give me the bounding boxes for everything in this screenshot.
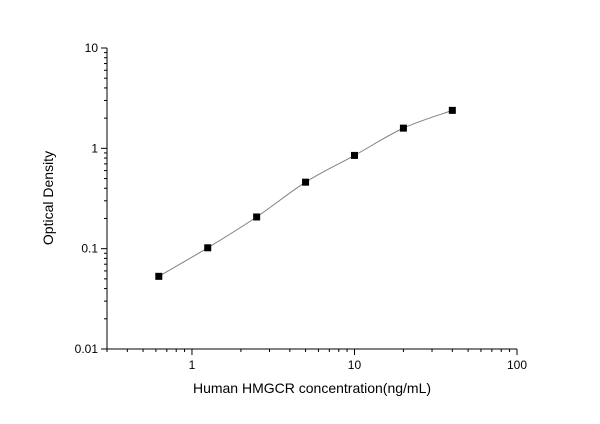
data-point: [155, 272, 163, 280]
data-point: [253, 213, 261, 221]
x-tick-label: 100: [507, 358, 527, 372]
x-tick-label: 1: [189, 358, 196, 372]
tick-labels: 0.01 0.1 1 10 1 10 100: [75, 41, 528, 372]
data-point: [204, 244, 212, 252]
y-tick-label: 0.01: [75, 342, 99, 356]
data-point: [350, 151, 358, 159]
axes: [101, 47, 518, 355]
y-tick-label: 0.1: [81, 242, 98, 256]
data-point: [399, 124, 407, 132]
data-point: [302, 178, 310, 186]
data-point: [448, 106, 456, 114]
fit-curve: [158, 109, 453, 277]
y-tick-label: 10: [85, 41, 99, 55]
y-tick-label: 1: [91, 141, 98, 155]
y-axis-label: Optical Density: [40, 151, 56, 245]
data-points: [155, 106, 456, 280]
x-axis-label: Human HMGCR concentration(ng/mL): [193, 380, 431, 396]
x-tick-label: 10: [348, 358, 362, 372]
